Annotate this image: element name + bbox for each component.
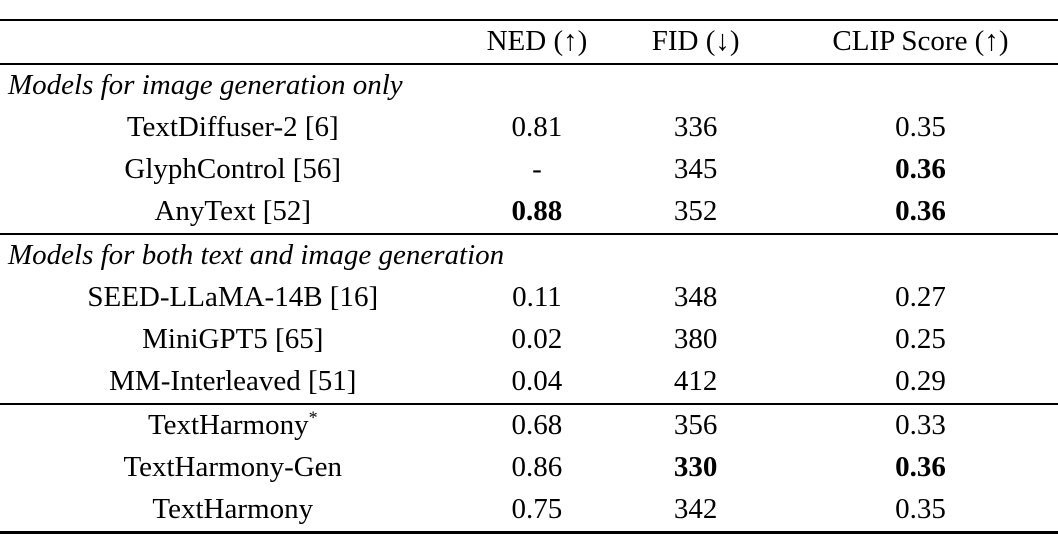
ned-value-cell: 0.68	[511, 409, 563, 441]
clip-value-cell: 0.36	[895, 195, 946, 227]
clip-score-column-header: CLIP Score (↑)	[832, 25, 1009, 57]
fid-value-cell: 342	[673, 493, 718, 525]
fid-value-cell: 412	[673, 365, 718, 397]
clip-value-cell: 0.33	[895, 409, 946, 441]
fid-value-cell: 380	[673, 323, 718, 355]
section-header-row: Models for both text and image generatio…	[0, 234, 1058, 277]
section-title: Models for both text and image generatio…	[8, 239, 505, 271]
clip-value-cell: 0.36	[895, 451, 946, 483]
model-name-cell: TextHarmony*	[0, 404, 466, 447]
model-name-cell: TextDiffuser-2 [6]	[126, 111, 339, 143]
results-table: NED (↑) FID (↓) CLIP Score (↑) Models fo…	[0, 19, 1058, 534]
table-row: MiniGPT5 [65] 0.02 380 0.25	[0, 319, 1058, 361]
ned-value-cell: -	[532, 153, 542, 185]
section-header-row: Models for image generation only	[0, 64, 1058, 107]
table-row: TextHarmony 0.75 342 0.35	[0, 489, 1058, 533]
ned-value-cell: 0.04	[511, 365, 563, 397]
table-row: GlyphControl [56] - 345 0.36	[0, 149, 1058, 191]
model-name-cell: AnyText [52]	[154, 195, 312, 227]
model-column-header	[0, 20, 466, 64]
table-row: TextHarmony-Gen 0.86 330 0.36	[0, 447, 1058, 489]
table-header-row: NED (↑) FID (↓) CLIP Score (↑)	[0, 20, 1058, 64]
model-name-cell: SEED-LLaMA-14B [16]	[87, 281, 379, 313]
ned-value-cell: 0.86	[511, 451, 563, 483]
fid-value-cell: 356	[673, 409, 718, 441]
fid-column-header: FID (↓)	[651, 25, 740, 57]
model-name-cell: GlyphControl [56]	[124, 153, 342, 185]
asterisk-superscript: *	[308, 407, 318, 428]
section-title: Models for image generation only	[8, 69, 403, 101]
clip-value-cell: 0.35	[895, 493, 946, 525]
ned-value-cell: 0.88	[511, 195, 563, 227]
model-name-cell: TextHarmony-Gen	[123, 451, 343, 483]
fid-value-cell: 336	[673, 111, 718, 143]
table-row: AnyText [52] 0.88 352 0.36	[0, 191, 1058, 234]
ned-value-cell: 0.02	[511, 323, 563, 355]
fid-value-cell: 352	[673, 195, 718, 227]
clip-value-cell: 0.27	[895, 281, 946, 313]
ned-value-cell: 0.81	[511, 111, 563, 143]
model-name: TextHarmony	[147, 409, 309, 441]
fid-value-cell: 348	[673, 281, 718, 313]
model-name-cell: MM-Interleaved [51]	[109, 365, 357, 397]
table-row: TextHarmony* 0.68 356 0.33	[0, 404, 1058, 447]
fid-value-cell: 330	[673, 451, 718, 483]
ned-column-header: NED (↑)	[486, 25, 588, 57]
clip-value-cell: 0.25	[895, 323, 946, 355]
clip-value-cell: 0.35	[895, 111, 946, 143]
ned-value-cell: 0.11	[512, 281, 562, 313]
ned-value-cell: 0.75	[511, 493, 563, 525]
model-name-cell: TextHarmony	[152, 493, 314, 525]
table-row: TextDiffuser-2 [6] 0.81 336 0.35	[0, 107, 1058, 149]
fid-value-cell: 345	[673, 153, 718, 185]
clip-value-cell: 0.29	[895, 365, 946, 397]
table-row: SEED-LLaMA-14B [16] 0.11 348 0.27	[0, 277, 1058, 319]
table-row: MM-Interleaved [51] 0.04 412 0.29	[0, 361, 1058, 404]
model-name-cell: MiniGPT5 [65]	[142, 323, 324, 355]
clip-value-cell: 0.36	[895, 153, 946, 185]
